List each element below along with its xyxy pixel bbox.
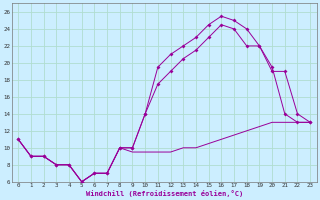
X-axis label: Windchill (Refroidissement éolien,°C): Windchill (Refroidissement éolien,°C) xyxy=(85,190,243,197)
